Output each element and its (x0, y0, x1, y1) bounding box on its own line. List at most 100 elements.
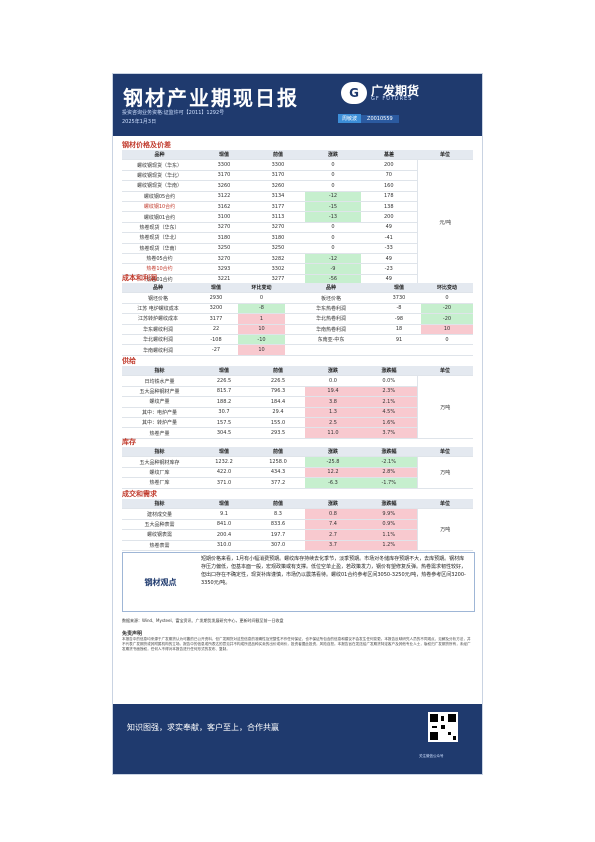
table-cell: 0 (305, 180, 361, 192)
logo-cn-name: 广发期货 (371, 84, 420, 98)
table-cell: 377.2 (251, 477, 305, 489)
table-cell: 热卷厂库 (122, 477, 197, 489)
table-cell: 1.6% (361, 417, 417, 429)
table-cell: 东南亚-中东 (285, 334, 377, 346)
header-cell: 环比变动 (421, 283, 473, 294)
table-cell: 1.1% (361, 529, 417, 541)
table-row: 华北螺纹利润 -108 -10 东南亚-中东 91 0 (122, 334, 473, 346)
table-cell: 螺纹钢表需 (122, 529, 197, 541)
logo-icon: G (341, 82, 367, 104)
table-cell: 热卷产量 (122, 427, 197, 439)
table-cell: 螺纹产量 (122, 396, 197, 408)
table-row: 江苏 电炉螺纹成本 3200 -8 华东热卷利润 -8 -20 (122, 303, 473, 315)
table-cell: 0 (305, 170, 361, 182)
table-cell: 293.5 (251, 427, 305, 439)
table-cell: 7.4 (305, 519, 361, 531)
inventory-table: 指标 现值 前值 涨跌 涨跌幅 单位 五大品种钢材库存 1232.2 1258.0 -25.8 -2… (122, 447, 473, 489)
table-row: 螺纹厂库 422.0 434.3 12.2 2.8% (122, 467, 473, 479)
header-cell: 前值 (251, 447, 305, 458)
table-cell: 钢坯价格 (122, 292, 194, 304)
table-cell: 18 (377, 324, 421, 335)
header-cell: 涨跌幅 (361, 447, 417, 458)
table-cell: 热卷现货（华南） (122, 243, 197, 254)
table-cell: 螺纹厂库 (122, 467, 197, 479)
table-cell: 华东热卷利润 (285, 303, 377, 315)
table-cell: 200 (361, 159, 417, 171)
table-cell: 3260 (197, 180, 251, 192)
table-cell: 3170 (197, 170, 251, 182)
table-row: 螺纹钢现货（华南） 3260 3260 0 160 (122, 180, 473, 192)
analyst-badge: 周敏波 Z0010559 (338, 114, 399, 124)
table-cell: 184.4 (251, 396, 305, 408)
data-source: 数据来源：Wind、Mysteel、富宝资讯、广发期货发展研究中心，更新时间截至… (122, 618, 284, 623)
table-cell: 3170 (251, 170, 305, 182)
unit-cell: 万吨 (416, 375, 473, 439)
table-cell: 3134 (251, 191, 305, 202)
table-cell: 304.5 (197, 427, 251, 439)
table-cell: -20 (421, 313, 473, 325)
table-cell: 0.0 (305, 375, 361, 387)
table-cell: -8 (377, 303, 421, 315)
table-cell: 华北螺纹利润 (122, 334, 194, 346)
report-page: 钢材产业期现日报 投资咨询业务资格:证监许可【2011】1292号 2025年1… (113, 74, 482, 774)
table-cell: -12 (305, 191, 361, 202)
table-cell: 155.0 (251, 417, 305, 429)
table-cell: -20 (421, 303, 473, 315)
supply-table: 指标 现值 前值 涨跌 涨跌幅 单位 日均铁水产量 226.5 226.5 0.0 0.0% 万吨 五大… (122, 366, 473, 439)
table-row: 热卷05合约 3270 3282 -12 49 (122, 253, 473, 265)
table-cell: 178 (361, 191, 417, 202)
analyst-name: 周敏波 (338, 114, 362, 123)
table-cell: -6.3 (305, 477, 361, 489)
table-cell: 70 (361, 170, 417, 182)
table-cell: 307.0 (251, 540, 305, 551)
report-qualification: 投资咨询业务资格:证监许可【2011】1292号 (122, 110, 225, 116)
table-cell: 0.0% (361, 375, 417, 387)
header-cell: 涨跌幅 (361, 499, 417, 510)
table-cell: 49 (361, 222, 417, 234)
header-cell: 品种 (285, 283, 377, 294)
table-cell: 3100 (197, 211, 251, 223)
table-cell: 3.8 (305, 396, 361, 408)
header-cell: 现值 (194, 283, 238, 294)
table-cell: 热卷10合约 (122, 263, 197, 275)
table-cell: 螺纹钢现货（华南） (122, 180, 197, 192)
table-row: 华东螺纹利润 22 10 华南热卷利润 18 10 (122, 324, 473, 335)
table-cell: -1.7% (361, 477, 417, 489)
table-cell: 3.7% (361, 427, 417, 439)
table-cell: 157.5 (197, 417, 251, 429)
section-title-inventory: 库存 (122, 438, 136, 446)
table-row: 钢坯价格 2930 0 板坯价格 3730 0 (122, 292, 473, 304)
disclaimer-title: 免责声明 (122, 631, 143, 637)
table-row: 热卷10合约 3293 3302 -9 -23 (122, 263, 473, 275)
table-cell: 197.7 (251, 529, 305, 541)
table-row: 螺纹钢01合约 3100 3113 -13 200 (122, 211, 473, 223)
header-cell: 指标 (122, 447, 197, 458)
header-cell: 现值 (197, 447, 251, 458)
table-cell: 五大品种钢材库存 (122, 456, 197, 468)
table-cell: 2.7 (305, 529, 361, 541)
table-cell: 833.6 (251, 519, 305, 531)
table-cell: 华东螺纹利润 (122, 324, 194, 335)
table-row: 热卷厂库 371.0 377.2 -6.3 -1.7% (122, 477, 473, 489)
header-cell: 涨跌 (305, 447, 361, 458)
table-cell: -8 (238, 303, 285, 315)
report-footer: 知识图强，求实奉献，客户至上，合作共赢 关注微信公众号 (113, 704, 482, 774)
table-row: 建材成交量 9.1 8.3 0.8 9.9% 万吨 (122, 508, 473, 551)
table-cell: 3260 (251, 180, 305, 192)
table-cell: 3.7 (305, 540, 361, 551)
table-cell: -33 (361, 243, 417, 254)
table-cell: 0.8 (305, 508, 361, 520)
table-cell: 建材成交量 (122, 508, 197, 520)
table-row: 螺纹钢表需 200.4 197.7 2.7 1.1% (122, 529, 473, 541)
table-cell (377, 344, 421, 356)
table-cell: 华南热卷利润 (285, 324, 377, 335)
table-cell: 2.3% (361, 386, 417, 398)
table-cell: 日均铁水产量 (122, 375, 197, 387)
table-cell: 华北热卷利润 (285, 313, 377, 325)
table-cell: 8.3 (251, 508, 305, 520)
table-cell: 螺纹钢10合约 (122, 201, 197, 213)
header-cell: 前值 (251, 499, 305, 510)
table-cell: 3302 (251, 263, 305, 275)
table-cell: 841.0 (197, 519, 251, 531)
table-cell: 3113 (251, 211, 305, 223)
